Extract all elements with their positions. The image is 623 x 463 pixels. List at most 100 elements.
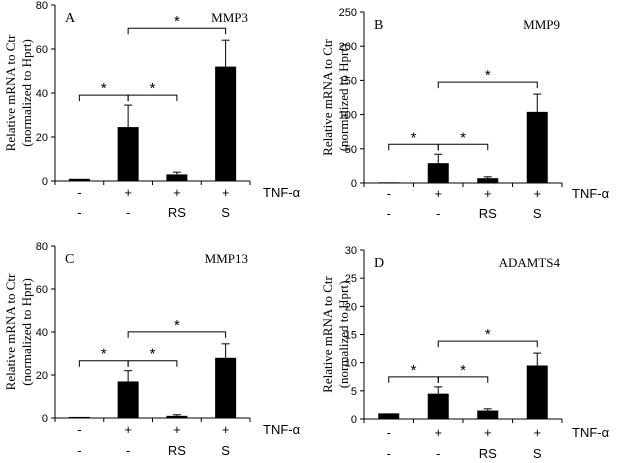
treatment-row2-label: - [387,446,391,461]
y-tick-label: 20 [36,370,48,382]
y-axis-label: (normalized to Hprt) [336,44,351,152]
treatment-row1-label: + [222,185,230,200]
y-axis-label: Relative mRNA to Ctr [3,34,18,151]
bar [166,174,188,181]
treatment-row2-label: - [126,205,130,220]
significance-star: * [150,346,156,363]
treatment-row1-label: + [533,425,541,440]
panel-title: MMP13 [205,251,248,266]
treatment-row2-label: RS [479,446,497,461]
bar [526,111,548,183]
significance-star: * [485,67,491,84]
treatment-row1-label: - [77,185,81,200]
bar [477,410,499,419]
y-tick-label: 0 [42,413,48,425]
panel-letter: A [65,11,76,26]
significance-bracket [437,376,489,383]
y-tick-label: 60 [36,44,48,56]
treatment-row1-label: + [124,185,132,200]
treatment-row1-label: + [434,186,442,201]
bar [68,416,90,418]
significance-bracket [437,340,538,348]
significance-bracket [127,331,227,338]
y-tick-label: 100 [339,110,357,122]
bar [117,381,139,418]
bar [117,127,139,181]
treatment-row1-label: - [387,186,391,201]
y-tick-label: 0 [351,414,357,426]
chart-panel-d: 0 5 10 15 20 25 30 * * * D ADAMTS4 Relative mRNA to … [320,245,610,461]
treatment-row1-label: + [173,422,181,437]
treatment-row1-label: + [173,185,181,200]
treatment-row2-label: - [77,205,81,220]
treatment-row1-label: + [124,422,132,437]
treatment-row2-label: - [436,206,440,221]
chart-panel-a: 0 20 40 60 80 * * * A MMP3 Relative mRNA to Ctr (no… [3,0,301,220]
significance-star: * [174,13,180,30]
treatment-row2-label: - [77,443,81,458]
significance-star: * [460,129,466,146]
panel-title: ADAMTS4 [499,255,561,270]
treatment-row1-label: + [222,422,230,437]
treatment-row1-label: + [484,425,492,440]
treatment-row2-label: - [387,206,391,221]
treatment-row1-label: - [77,422,81,437]
y-tick-label: 0 [42,176,48,188]
treatment-row2-label: S [533,206,542,221]
treatment-row1-label: + [434,425,442,440]
y-tick-label: 30 [345,245,357,257]
significance-bracket [127,94,178,102]
bar [427,393,449,419]
panel-letter: D [374,256,384,271]
y-tick-label: 200 [339,41,357,53]
bar [378,182,400,184]
tnf-alpha-label: TNF-α [572,186,610,201]
significance-star: * [174,317,180,334]
y-tick-label: 60 [36,284,48,296]
significance-bracket [437,81,538,89]
y-tick-label: 20 [36,132,48,144]
tnf-alpha-label: TNF-α [263,422,301,437]
y-tick-label: 40 [36,327,48,339]
panel-letter: B [374,18,383,33]
y-tick-label: 25 [345,273,357,285]
y-tick-label: 250 [339,7,357,19]
treatment-row2-label: S [221,205,230,220]
treatment-row1-label: - [387,425,391,440]
y-axis-label: Relative mRNA to Ctr [3,273,18,390]
significance-star: * [485,326,491,343]
treatment-row2-label: - [126,443,130,458]
treatment-row2-label: RS [168,443,186,458]
y-tick-label: 5 [351,386,357,398]
y-tick-label: 150 [339,75,357,87]
bar [526,365,548,419]
bar [215,357,237,418]
panel-title: MMP9 [523,17,560,32]
treatment-row2-label: RS [479,206,497,221]
y-tick-label: 15 [345,330,357,342]
treatment-row2-label: RS [168,205,186,220]
chart-panel-c: 0 20 40 60 80 * * * C MMP13 Relative mRNA to Ctr (n… [3,241,301,458]
y-tick-label: 50 [345,144,357,156]
panel-letter: C [65,252,74,267]
bar [427,163,449,183]
treatment-row2-label: S [221,443,230,458]
bar [215,66,237,181]
y-tick-label: 0 [351,178,357,190]
y-tick-label: 20 [345,301,357,313]
treatment-row1-label: + [484,186,492,201]
y-tick-label: 80 [36,0,48,12]
treatment-row1-label: + [533,186,541,201]
significance-star: * [411,362,417,379]
significance-star: * [460,362,466,379]
panel-title: MMP3 [211,10,248,25]
significance-star: * [101,346,107,363]
y-axis-label: (normalized to Hprt) [336,281,351,389]
tnf-alpha-label: TNF-α [263,185,301,200]
y-tick-label: 80 [36,241,48,253]
bar [166,415,188,418]
chart-panel-b: 0 50 100 150 200 250 * * * B MMP9 Relative mRNA to … [320,7,610,221]
treatment-row2-label: - [436,446,440,461]
y-axis-label: Relative mRNA to Ctr [320,39,335,156]
